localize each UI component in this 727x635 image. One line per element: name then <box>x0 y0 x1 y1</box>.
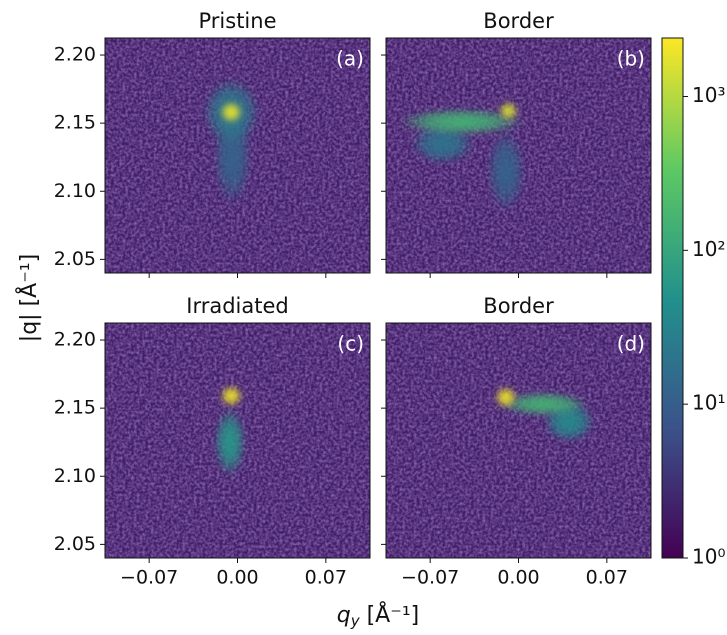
y-axis-label: |q| [Å⁻¹] <box>15 254 42 342</box>
x-label-subscript: y <box>350 612 361 630</box>
intensity-feature <box>219 101 243 124</box>
intensity-feature <box>494 386 518 409</box>
panel-title: Border <box>483 9 554 33</box>
colorbar-tick-label: 10² <box>692 237 725 261</box>
colorbar-tick-label: 10³ <box>692 83 725 107</box>
panel-title: Pristine <box>198 9 276 33</box>
panel-label: (a) <box>336 47 364 71</box>
panel-title: Border <box>483 294 554 318</box>
x-label-unit: [Å⁻¹] <box>360 601 420 628</box>
colorbar-tick-label: 10¹ <box>692 391 725 415</box>
intensity-feature <box>214 408 246 477</box>
x-tick-label: −0.07 <box>120 567 178 589</box>
panel <box>105 38 370 273</box>
x-axis-label: qy [Å⁻¹] <box>337 601 420 630</box>
y-tick-label: 2.20 <box>54 329 96 351</box>
x-tick-label: 0.00 <box>497 567 539 589</box>
panel <box>105 323 370 558</box>
panel-label: (c) <box>337 332 364 356</box>
panel-label: (b) <box>617 47 645 71</box>
x-tick-label: −0.07 <box>401 567 459 589</box>
y-tick-label: 2.15 <box>54 112 96 134</box>
intensity-feature <box>486 129 525 212</box>
x-tick-label: 0.07 <box>586 567 628 589</box>
colorbar-tick-label: 10⁰ <box>692 545 725 569</box>
x-tick-label: 0.00 <box>216 567 258 589</box>
intensity-feature <box>499 391 588 417</box>
y-tick-label: 2.10 <box>54 465 96 487</box>
intensity-feature <box>398 108 525 136</box>
panel <box>386 323 651 558</box>
y-tick-label: 2.05 <box>54 248 96 270</box>
x-label-symbol: q <box>337 603 351 628</box>
y-tick-label: 2.05 <box>54 533 96 555</box>
y-tick-label: 2.15 <box>54 397 96 419</box>
panel-label: (d) <box>617 332 645 356</box>
y-tick-label: 2.10 <box>54 180 96 202</box>
panel <box>386 38 651 273</box>
noise <box>386 323 651 558</box>
colorbar <box>661 37 684 559</box>
intensity-feature <box>219 384 243 407</box>
panel-title: Irradiated <box>186 294 288 318</box>
y-tick-label: 2.20 <box>54 44 96 66</box>
x-tick-label: 0.07 <box>305 567 347 589</box>
intensity-feature <box>498 101 519 121</box>
